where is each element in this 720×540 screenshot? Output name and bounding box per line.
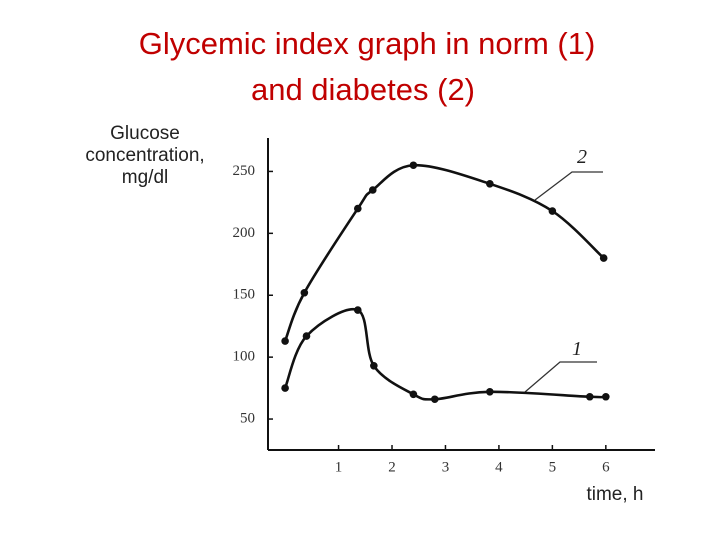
point xyxy=(354,306,362,314)
x-tick-label: 1 xyxy=(335,459,343,475)
y-tick-label: 150 xyxy=(233,287,256,303)
point xyxy=(281,337,289,345)
y-tick-label: 250 xyxy=(233,163,256,179)
point xyxy=(409,390,418,399)
x-tick-label: 4 xyxy=(495,459,503,475)
y-axis-label: mg/dl xyxy=(122,167,168,188)
x-tick-label: 2 xyxy=(388,459,396,475)
y-tick-label: 100 xyxy=(233,349,256,365)
x-axis-label: time, h xyxy=(586,484,643,505)
x-tick-label: 5 xyxy=(549,459,557,475)
y-tick-label: 50 xyxy=(240,410,255,426)
point xyxy=(281,384,289,392)
point xyxy=(486,180,494,188)
point xyxy=(368,186,377,194)
line xyxy=(283,307,606,401)
x-tick-label: 3 xyxy=(442,459,450,475)
leader-line xyxy=(524,361,597,393)
point xyxy=(370,362,378,370)
y-axis-label: Glucose xyxy=(110,123,180,144)
point xyxy=(354,204,362,213)
point xyxy=(585,392,594,401)
point xyxy=(300,288,309,297)
series-label: 1 xyxy=(572,338,582,360)
leader-line xyxy=(534,171,603,201)
point xyxy=(486,388,494,396)
point xyxy=(599,254,608,262)
chart-title: and diabetes (2) xyxy=(251,72,475,107)
chart-title: Glycemic index graph in norm (1) xyxy=(139,26,596,61)
y-tick-label: 200 xyxy=(233,225,256,241)
point xyxy=(409,161,418,170)
x-tick-label: 6 xyxy=(602,459,610,475)
point xyxy=(548,207,557,215)
point xyxy=(602,392,610,401)
y-axis-label: concentration, xyxy=(85,145,204,166)
point xyxy=(430,395,439,404)
series-label: 2 xyxy=(577,146,587,168)
point xyxy=(302,332,311,340)
